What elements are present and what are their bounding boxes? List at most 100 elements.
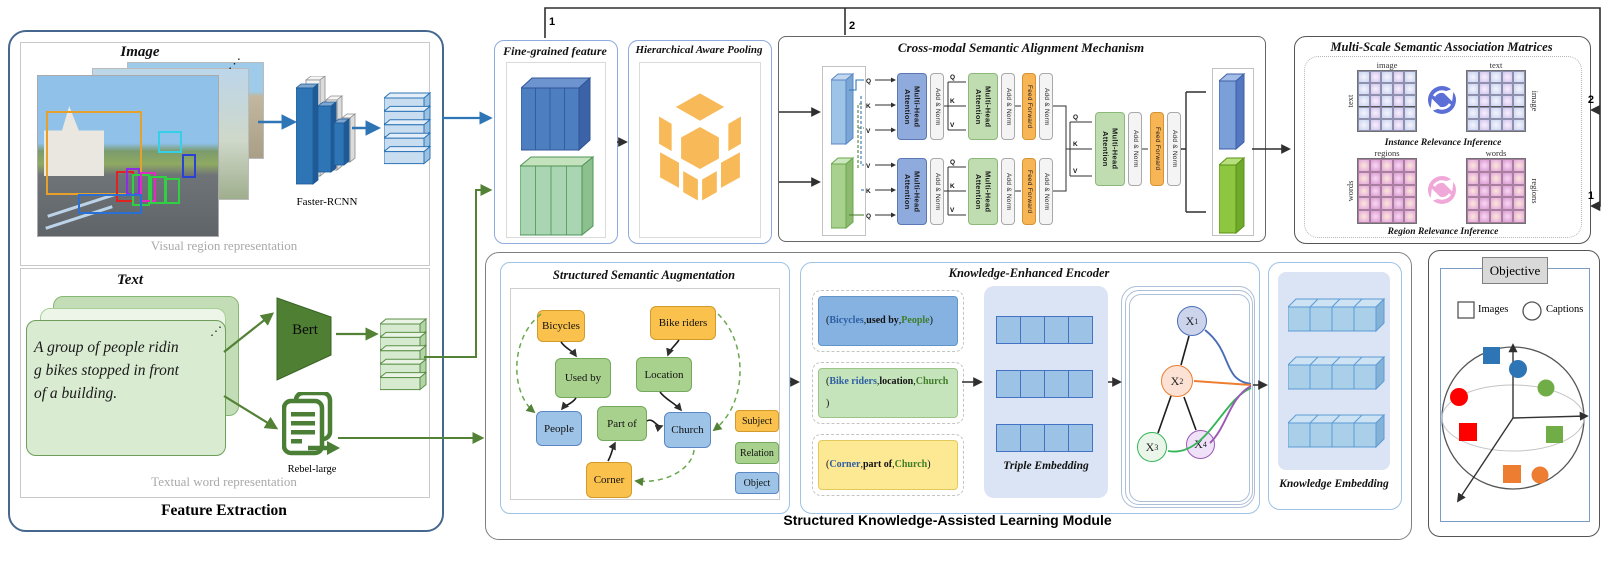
ssa-legend-relation: Relation [735, 442, 779, 464]
embedding-square [996, 424, 1021, 452]
matrix-cell [1513, 107, 1525, 119]
matrix-cell [1501, 184, 1514, 198]
pooling-cube-icon [658, 88, 742, 208]
block-label: Feed Forward [1026, 84, 1033, 129]
matrix-cell [1392, 197, 1405, 211]
matrix-cell [1358, 119, 1370, 131]
fine-grained-textual-block [520, 156, 594, 238]
matrix-cell [1392, 210, 1405, 223]
matrix-cell [1381, 119, 1393, 131]
triple-embedding-row [996, 316, 1093, 344]
region-matrix-right [1466, 158, 1526, 224]
block-label: Add & Norm [1005, 172, 1012, 211]
detection-box [158, 131, 182, 153]
matrix-cell [1467, 184, 1479, 198]
matrix-cell [1392, 83, 1405, 95]
add-norm-block: Add & Norm [1128, 112, 1142, 186]
connector-label-2: 2 [849, 20, 855, 32]
ssa-legend-object: Object [735, 472, 779, 494]
matrix-cell [1358, 71, 1370, 83]
visual-caption: Visual region representation [150, 238, 298, 253]
matrix-cell [1501, 197, 1514, 211]
matrix-cell [1490, 210, 1502, 223]
rebel-large-label: Rebel-large [287, 464, 337, 475]
multi-head-attention-block: Multi-Head Attention [968, 158, 998, 225]
matrix-cell [1369, 107, 1382, 119]
triple-part: Church [915, 376, 949, 388]
matrix-cell [1501, 159, 1514, 172]
instance-left-top-label: image [1376, 60, 1398, 70]
triple-part: , [913, 376, 916, 388]
matrix-cell [1381, 171, 1393, 185]
triple-embedding-row [996, 370, 1093, 398]
ssa-node-used-by: Used by [555, 358, 611, 398]
triple-part: , [876, 376, 880, 388]
kee-title: Knowledge-Enhanced Encoder [948, 266, 1110, 280]
cm-output-textual-bar [1219, 156, 1249, 238]
ssa-node-part-of: Part of [597, 406, 647, 441]
matrix-cell [1358, 95, 1370, 107]
matrix-cell [1381, 184, 1393, 198]
matrix-cell [1404, 95, 1416, 107]
caption-card-front [26, 320, 226, 456]
matrix-cell [1369, 119, 1382, 131]
embedding-square [1068, 316, 1093, 344]
detection-box [78, 194, 142, 214]
matrix-cell [1369, 184, 1382, 198]
block-label: Feed Forward [1154, 127, 1161, 171]
faster-rcnn-icon [296, 76, 356, 194]
faster-rcnn-label: Faster-RCNN [296, 196, 358, 208]
matrix-cell [1381, 107, 1393, 119]
cm-input-visual-bar [831, 72, 857, 152]
triple-part: ( [826, 376, 830, 388]
ssa-node-people: People [536, 411, 582, 446]
photo-collage: ⋰ [32, 56, 264, 240]
cm-input-textual-bar [831, 156, 857, 236]
triple-wrapper: (Bike riders, location, Church) [812, 362, 964, 424]
detection-box [164, 178, 180, 204]
matrix-cell [1501, 210, 1514, 223]
matrix-cell [1501, 119, 1514, 131]
matrix-cell [1369, 210, 1382, 223]
add-norm-block: Add & Norm [930, 73, 944, 140]
matrix-cell [1478, 95, 1491, 107]
matrix-cell [1501, 83, 1514, 95]
matrix-cell [1501, 95, 1514, 107]
detection-box [150, 176, 167, 204]
matrix-cell [1392, 184, 1405, 198]
add-norm-block: Add & Norm [1001, 158, 1015, 225]
instance-caption: Instance Relevance Inference [1384, 138, 1502, 148]
matrix-cell [1478, 107, 1491, 119]
cross-modal-title: Cross-modal Semantic Alignment Mechanism [897, 40, 1145, 55]
embedding-square [1044, 316, 1069, 344]
triple-wrapper: (Corner, part of, Church) [812, 434, 964, 496]
matrix-cell [1467, 107, 1479, 119]
triple-part: ) [826, 398, 830, 410]
matrix-cell [1513, 210, 1525, 223]
matrix-cell [1478, 171, 1491, 185]
add-norm-block: Add & Norm [1167, 112, 1181, 186]
triple-part: Bike riders [829, 376, 877, 388]
fine-grained-title: Fine-grained feature [503, 44, 607, 58]
triple-part: location [879, 376, 914, 388]
matrix-cell [1381, 159, 1393, 172]
block-label: Add & Norm [1043, 172, 1050, 211]
matrix-cell [1490, 197, 1502, 211]
triple-part: Church [894, 459, 928, 471]
matrix-cell [1478, 210, 1491, 223]
knowledge-embedding-row [1288, 356, 1390, 390]
matrix-cell [1404, 83, 1416, 95]
embedding-square [1020, 370, 1045, 398]
multi-head-attention-block: Multi-Head Attention [897, 73, 927, 140]
feed-forward-block: Feed Forward [1150, 112, 1164, 186]
triple-embedding-row [996, 424, 1093, 452]
matrix-cell [1513, 71, 1525, 83]
feature-extraction-title: Feature Extraction [161, 502, 287, 519]
ellipsis-dots: ⋰ [210, 324, 222, 338]
block-label: Multi-Head Attention [1101, 128, 1120, 170]
triple-part: , [860, 459, 863, 471]
detection-box [140, 172, 156, 202]
embedding-square [1020, 316, 1045, 344]
